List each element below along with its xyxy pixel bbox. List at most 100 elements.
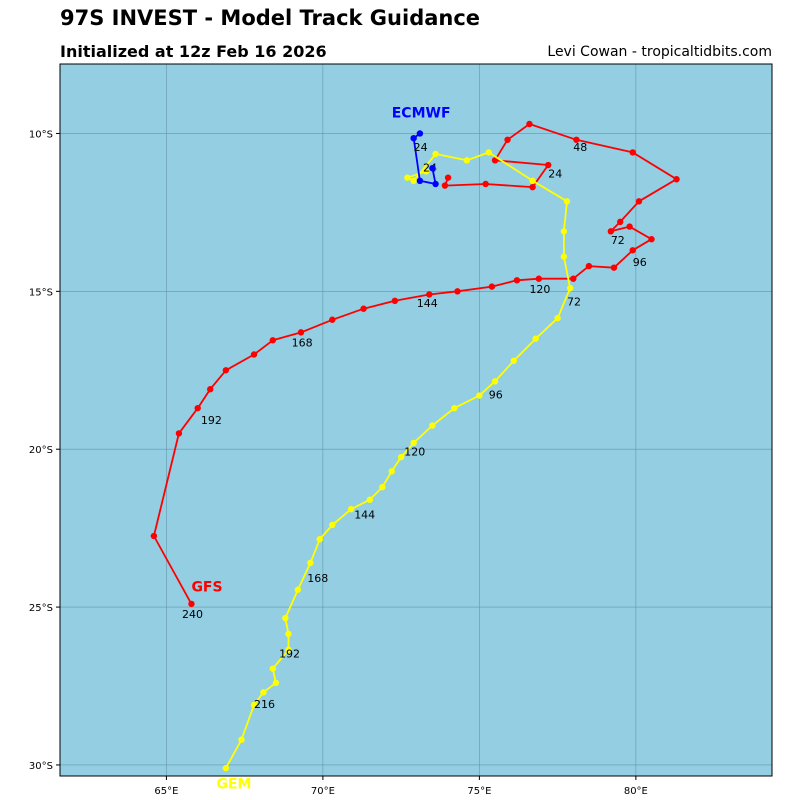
gfs-track-point (297, 329, 305, 336)
gfs-track-point (222, 367, 230, 374)
gem-track-point (285, 646, 292, 653)
gfs-track-point (535, 275, 543, 282)
ecmwf-track-point (416, 130, 424, 137)
gem-track-point (260, 689, 267, 696)
gfs-track-point (482, 180, 489, 188)
gfs-track-point (454, 288, 461, 295)
ecmwf-track-point (429, 164, 436, 172)
gfs-track-point (545, 161, 552, 169)
gem-track-point (560, 228, 568, 235)
gfs-hour-label: 72 (611, 234, 625, 247)
gfs-track-point (175, 430, 183, 437)
gem-track-point (307, 559, 314, 567)
gem-hour-label: 96 (489, 389, 503, 402)
y-tick-label: 25°S (29, 603, 53, 614)
gem-track-point (560, 253, 568, 260)
gem-model-label: GEM (216, 777, 251, 793)
gfs-hour-label: 240 (182, 608, 203, 621)
gfs-track-point (570, 275, 577, 282)
gem-track-point (282, 614, 289, 622)
gem-track-point (532, 335, 539, 342)
gem-track-point (316, 535, 323, 543)
gfs-track-point (391, 297, 399, 305)
gem-track-point (451, 404, 458, 412)
gem-track-point (485, 149, 492, 156)
gfs-track-point (329, 316, 336, 323)
gfs-hour-label: 48 (573, 141, 587, 154)
gfs-hour-label: 24 (548, 168, 562, 181)
gem-track-point (563, 198, 571, 205)
gfs-hour-label: 96 (633, 256, 647, 269)
gfs-track-point (250, 351, 258, 358)
gem-track-point (285, 630, 292, 638)
gfs-track-point (207, 386, 214, 393)
ecmwf-model-label: ECMWF (392, 106, 451, 122)
gem-track-point (491, 378, 499, 385)
gfs-track-point (491, 157, 499, 164)
gem-hour-label: 192 (279, 648, 300, 661)
model-tracks: 24 48 72 96 120 144 168 192 240 GFS 24 72 96 120 144 16… (150, 106, 680, 793)
gem-hour-label: 216 (254, 698, 275, 711)
gem-track-point (294, 586, 302, 593)
gfs-hour-label: 192 (201, 414, 222, 427)
gfs-track-point (360, 305, 367, 312)
gem-track-point (429, 422, 436, 429)
gfs-track-point (617, 218, 624, 226)
gem-track-point (432, 150, 439, 158)
init-time-subtitle: Initialized at 12z Feb 16 2026 (60, 42, 327, 61)
gem-track-point (250, 701, 258, 709)
gem-hour-label: 168 (307, 572, 328, 585)
gfs-track-point (526, 120, 533, 128)
gfs-track-point (635, 198, 643, 205)
gem-hour-label: 120 (404, 446, 425, 459)
gfs-track-point (426, 291, 433, 298)
y-tick-label: 30°S (29, 761, 53, 772)
gfs-track-point (610, 264, 618, 271)
ecmwf-track-point (432, 180, 439, 188)
gem-hour-label: 72 (567, 296, 581, 309)
gem-track-point (272, 679, 280, 687)
gem-track-point (238, 736, 245, 743)
gfs-track-point (488, 283, 496, 290)
gfs-track-point (529, 183, 536, 191)
y-tick-label: 20°S (29, 445, 53, 456)
gfs-track-point (629, 247, 636, 254)
map-frame (59, 63, 773, 777)
y-tick-label: 15°S (29, 287, 53, 298)
gem-track-point (510, 357, 518, 364)
gfs-track-point (444, 174, 452, 181)
ecmwf-track-group: 24 ECMWF (392, 106, 451, 188)
gem-track-point (347, 505, 355, 513)
gem-track-point (554, 314, 561, 322)
graticule (60, 64, 772, 776)
gfs-track-point (585, 262, 593, 270)
gfs-track-point (194, 404, 201, 412)
gem-track-point (379, 483, 386, 491)
gem-track-point (404, 174, 411, 181)
gem-track-point (329, 521, 336, 529)
x-tick-label: 80°E (624, 786, 648, 797)
gfs-track-point (573, 136, 580, 143)
gem-track-point (422, 168, 430, 175)
gem-hour-label: 144 (354, 509, 375, 522)
gfs-track-point (441, 182, 449, 189)
gem-track-point (566, 284, 574, 292)
gem-track-point (476, 392, 483, 399)
gem-track-point (410, 439, 417, 447)
y-tick-label: 10°S (29, 129, 53, 140)
axis-ticks: 65°E 70°E 75°E 80°E 10°S 15°S 20°S 25°S 30°S (29, 129, 648, 797)
gfs-track-point (607, 228, 615, 235)
x-tick-label: 75°E (467, 786, 491, 797)
ecmwf-track-point (416, 177, 424, 185)
ecmwf-track-point (410, 134, 417, 142)
gfs-track-point (188, 600, 195, 608)
gfs-track-point (629, 149, 636, 156)
map-title: 97S INVEST - Model Track Guidance (60, 6, 481, 30)
gfs-track-point (626, 223, 633, 230)
gem-track-point (397, 453, 405, 461)
gfs-track-point (269, 337, 277, 344)
credit-label: Levi Cowan - tropicaltidbits.com (547, 44, 772, 60)
gem-track-point (269, 665, 277, 672)
gfs-hour-label: 120 (529, 283, 550, 296)
